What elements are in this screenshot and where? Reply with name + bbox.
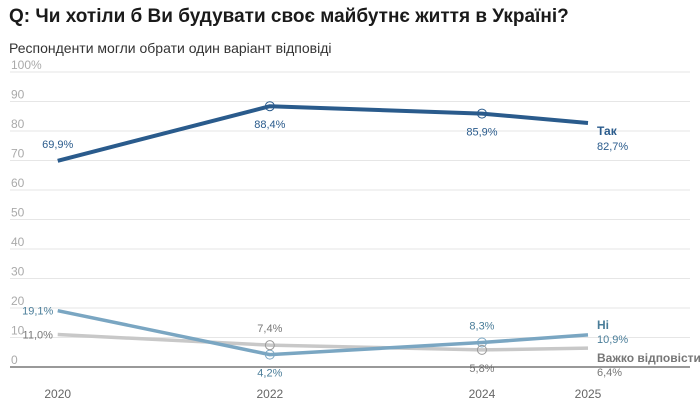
series-name-label: Так <box>597 124 618 138</box>
data-label: 69,9% <box>42 139 73 151</box>
data-label: 19,1% <box>22 306 53 318</box>
y-tick-label: 70 <box>11 147 25 161</box>
y-tick-label: 40 <box>11 235 25 249</box>
y-tick-label: 0 <box>11 353 18 367</box>
y-tick-label: 30 <box>11 265 25 279</box>
series-name-label: Ні <box>597 318 609 332</box>
y-tick-label: 20 <box>11 294 25 308</box>
series-line-1 <box>57 104 589 163</box>
data-label: 8,3% <box>469 321 494 333</box>
data-point-marker <box>264 101 275 112</box>
x-tick-label: 2020 <box>44 387 71 401</box>
y-tick-label: 50 <box>11 206 25 220</box>
series-name-label: Важко відповісти <box>597 351 700 365</box>
data-point-marker <box>476 108 487 119</box>
data-point-marker <box>264 340 275 351</box>
data-label: 5,8% <box>469 363 494 375</box>
data-point-marker <box>476 344 487 355</box>
data-label: 88,4% <box>254 119 285 131</box>
series-line-2 <box>57 308 589 357</box>
series-end-value: 10,9% <box>597 334 628 346</box>
x-tick-label: 2024 <box>469 387 496 401</box>
data-label: 4,2% <box>257 368 282 380</box>
data-point-marker <box>476 337 487 348</box>
x-tick-label: 2025 <box>575 387 602 401</box>
y-tick-label: 60 <box>11 176 25 190</box>
chart-subtitle: Респонденти могли обрати один варіант ві… <box>9 40 332 56</box>
y-tick-label: 80 <box>11 117 25 131</box>
y-tick-label: 90 <box>11 88 25 102</box>
data-label: 85,9% <box>466 127 497 139</box>
x-tick-label: 2022 <box>256 387 283 401</box>
data-label: 11,0% <box>23 330 54 342</box>
y-tick-label: 100% <box>11 58 42 72</box>
data-label: 7,4% <box>257 323 282 335</box>
series-end-value: 6,4% <box>597 367 622 379</box>
series-end-value: 82,7% <box>597 141 628 153</box>
y-tick-label: 10 <box>11 324 25 338</box>
chart-title: Q: Чи хотіли б Ви будувати своє майбутнє… <box>9 6 569 27</box>
